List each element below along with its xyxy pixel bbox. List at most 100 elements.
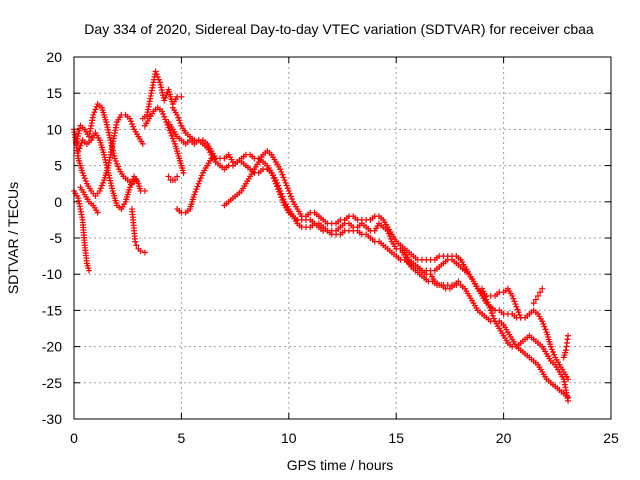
series-trace-e xyxy=(77,184,101,216)
data-point xyxy=(162,116,169,123)
data-point xyxy=(97,185,104,192)
data-point xyxy=(490,315,497,322)
data-point xyxy=(541,323,548,330)
data-point xyxy=(168,132,175,139)
data-point xyxy=(542,326,549,333)
data-point xyxy=(178,93,185,100)
series-trace-a xyxy=(71,111,146,200)
data-point xyxy=(565,332,572,339)
data-point xyxy=(93,103,100,110)
data-point xyxy=(277,187,284,194)
data-point xyxy=(79,169,86,176)
data-point xyxy=(483,296,490,303)
data-point xyxy=(479,285,486,292)
series-trace-f xyxy=(128,206,148,256)
y-tick-label: 5 xyxy=(54,158,62,174)
data-point xyxy=(540,320,547,327)
data-point xyxy=(275,182,282,189)
data-point xyxy=(165,173,172,180)
data-point xyxy=(137,248,144,255)
series-trace-j xyxy=(169,104,572,383)
data-point xyxy=(90,111,97,118)
data-point xyxy=(127,181,134,188)
data-point xyxy=(130,123,137,130)
data-point xyxy=(127,118,134,125)
data-point xyxy=(161,97,168,104)
data-point xyxy=(281,177,288,184)
data-point xyxy=(75,148,82,155)
data-point xyxy=(279,193,286,200)
data-point xyxy=(286,190,293,197)
grid-lines xyxy=(74,57,611,419)
y-tick-label: -5 xyxy=(50,230,63,246)
data-point xyxy=(99,179,106,186)
series-trace-l xyxy=(165,173,181,184)
data-point xyxy=(509,292,516,299)
data-point xyxy=(98,182,105,189)
data-point xyxy=(550,349,557,356)
data-point xyxy=(77,142,84,149)
series-trace-d xyxy=(75,130,148,213)
y-tick-label: -20 xyxy=(42,339,62,355)
data-point xyxy=(94,209,101,216)
y-tick-label: -30 xyxy=(42,411,62,427)
data-point xyxy=(565,397,572,404)
data-point xyxy=(289,196,296,203)
x-tick-label: 25 xyxy=(603,430,619,446)
data-point xyxy=(539,318,546,325)
data-point xyxy=(96,187,103,194)
series-trace-g xyxy=(139,68,185,122)
data-point xyxy=(530,300,537,307)
data-point xyxy=(282,179,289,186)
data-point xyxy=(195,180,202,187)
data-point xyxy=(155,76,162,83)
data-point xyxy=(76,145,83,152)
data-point xyxy=(487,307,494,314)
y-tick-label: -15 xyxy=(42,302,62,318)
data-point xyxy=(176,117,183,124)
data-point xyxy=(161,113,168,120)
data-point xyxy=(272,177,279,184)
data-point xyxy=(132,238,139,245)
data-point xyxy=(198,172,205,179)
data-point xyxy=(551,351,558,358)
data-point xyxy=(280,174,287,181)
data-point xyxy=(516,311,523,318)
data-point xyxy=(92,106,99,113)
data-point xyxy=(78,139,85,146)
data-point xyxy=(484,299,491,306)
data-point xyxy=(141,187,148,194)
data-point xyxy=(548,346,555,353)
data-point xyxy=(488,310,495,317)
data-point xyxy=(287,193,294,200)
data-point xyxy=(81,175,88,182)
data-point xyxy=(192,188,199,195)
y-tick-label: 20 xyxy=(46,49,62,65)
data-point xyxy=(163,92,170,99)
x-tick-label: 15 xyxy=(388,430,404,446)
y-axis-label: SDTVAR / TECUs xyxy=(5,182,21,294)
series-trace-i xyxy=(165,119,572,401)
data-point xyxy=(191,191,198,198)
x-tick-label: 5 xyxy=(178,430,186,446)
data-point xyxy=(513,303,520,310)
data-point xyxy=(112,158,119,165)
data-point xyxy=(177,120,184,127)
y-tick-label: 15 xyxy=(46,85,62,101)
data-point xyxy=(284,185,291,192)
series-trace-o xyxy=(479,285,572,404)
data-point xyxy=(133,242,140,249)
data-point xyxy=(133,177,140,184)
data-point xyxy=(512,301,519,308)
data-point xyxy=(196,177,203,184)
data-point xyxy=(532,296,539,303)
x-tick-label: 10 xyxy=(281,430,297,446)
data-point xyxy=(80,172,87,179)
data-point xyxy=(113,160,120,167)
data-point xyxy=(481,291,488,298)
data-point xyxy=(514,306,521,313)
data-point xyxy=(139,140,146,147)
data-point xyxy=(279,171,286,178)
y-tick-label: 10 xyxy=(46,121,62,137)
